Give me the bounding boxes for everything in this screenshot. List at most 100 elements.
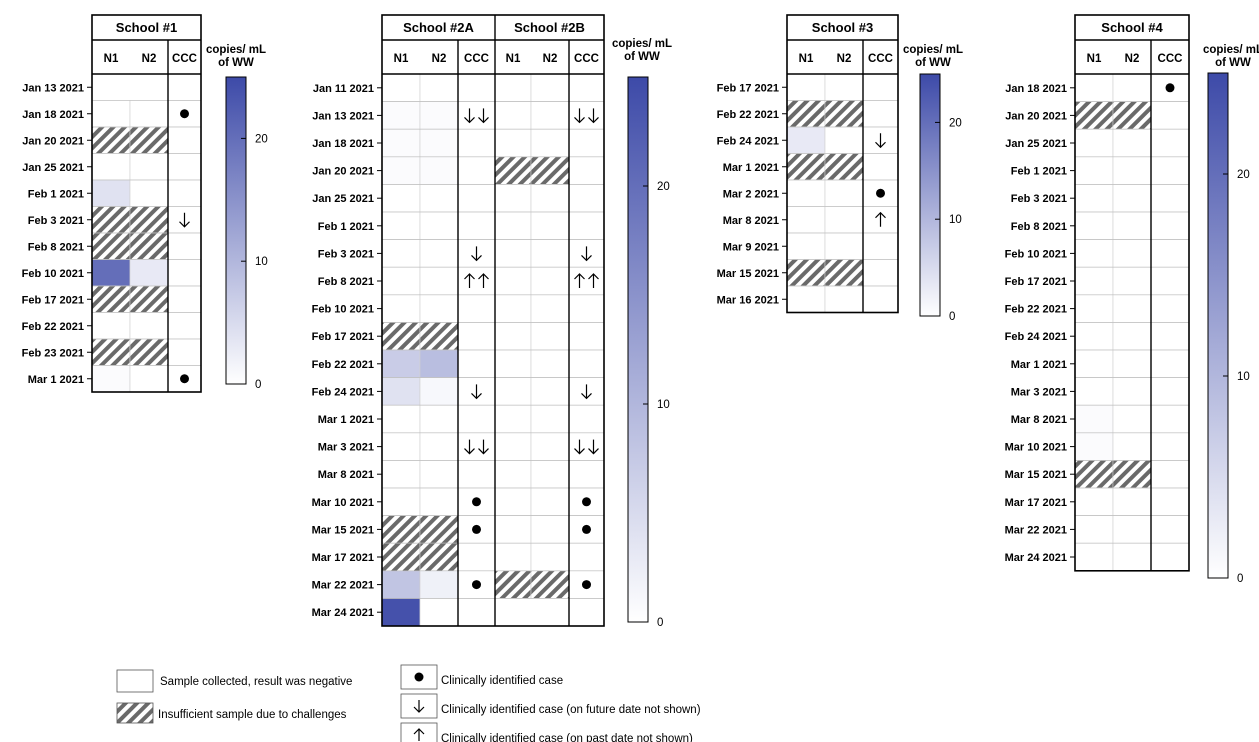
column-header: N1 [799,53,814,65]
insufficient-cell [129,126,169,154]
colorbar [919,73,941,317]
date-label: Feb 8 2021 [1011,221,1067,233]
case-dot-icon [876,188,885,198]
data-cell [1112,156,1152,185]
ccc-cell [457,184,496,213]
data-cell [129,312,169,340]
date-label: Mar 8 2021 [318,469,374,481]
data-cell [494,184,532,213]
data-cell [1112,404,1152,434]
date-label: Mar 24 2021 [1005,552,1067,564]
colorbar-tick-label: 10 [949,214,962,226]
data-cell [129,259,169,287]
data-cell [381,460,421,489]
data-cell [494,322,532,351]
down-arrow-icon [478,108,489,124]
legend-insufficient-swatch [116,702,154,724]
ccc-cell [568,266,605,296]
colorbar-tick-label: 10 [1237,371,1250,383]
insufficient-cell [381,542,421,572]
ccc-cell [1150,515,1190,544]
date-label: Feb 23 2021 [22,347,84,359]
chart-title: School #3 [812,20,873,35]
ccc-cell [568,294,605,323]
colorbar-tick-label: 20 [1237,169,1250,181]
data-cell [1112,377,1152,406]
down-arrow-icon [471,246,482,262]
insufficient-cell [129,232,169,260]
date-label: Mar 24 2021 [312,607,374,619]
colorbar [1207,72,1229,579]
ccc-cell [1150,294,1190,323]
data-cell [494,239,532,268]
data-cell [1074,515,1114,544]
ccc-cell [457,156,496,185]
up-arrow-icon [875,211,886,227]
ccc-cell [862,100,899,128]
legend-down-arrow-icon [413,700,425,713]
date-label: Jan 13 2021 [312,110,374,122]
data-cell [530,211,570,240]
date-label: Feb 22 2021 [1005,304,1067,316]
date-label: Feb 3 2021 [28,215,84,227]
colorbar-tick-label: 0 [657,617,663,629]
ccc-cell [1150,184,1190,213]
date-label: Feb 24 2021 [1005,331,1067,343]
date-label: Feb 1 2021 [1011,166,1067,178]
legend-case-label: Clinically identified case [441,675,563,687]
data-cell [91,179,131,207]
case-dot-icon [582,497,591,507]
column-header: N1 [506,53,521,65]
arrow-head [471,392,482,400]
data-cell [1112,128,1152,158]
date-label: Mar 16 2021 [717,294,779,306]
data-cell [91,365,131,393]
down-arrow-icon [471,384,482,400]
arrow-head [471,254,482,262]
colorbar-tick-label: 20 [255,133,268,145]
ccc-cell [568,101,605,130]
data-cell [419,404,459,434]
data-cell [530,239,570,268]
date-label: Mar 15 2021 [1005,469,1067,481]
down-arrow-icon [464,439,475,455]
ccc-cell [167,153,202,181]
date-label: Feb 22 2021 [312,359,374,371]
data-cell [494,73,532,102]
data-cell [1112,349,1152,378]
data-cell [530,266,570,296]
ccc-cell [1150,377,1190,406]
data-cell [129,179,169,207]
ccc-cell [457,73,496,102]
date-label: Feb 8 2021 [28,241,84,253]
date-label: Mar 8 2021 [1011,414,1067,426]
legend-negative-swatch [116,669,154,693]
ccc-cell [568,349,605,378]
data-cell [419,239,459,268]
data-cell [1112,515,1152,544]
data-cell [381,598,421,627]
data-cell [1074,404,1114,434]
data-cell [786,232,826,260]
case-dot-icon [582,580,591,590]
date-label: Mar 9 2021 [723,241,779,253]
ccc-cell [457,598,496,627]
data-cell [381,156,421,185]
data-cell [1074,266,1114,296]
arrow-head [478,273,489,280]
data-cell [419,460,459,489]
data-cell [786,126,826,154]
data-cell [1074,542,1114,572]
colorbar-title: copies/ mL [612,38,672,50]
data-cell [824,232,864,260]
arrow-head [478,448,489,455]
data-cell [530,432,570,461]
date-label: Jan 11 2021 [313,83,374,95]
table-border [91,14,202,393]
data-cell [381,349,421,378]
group-title: School #2A [403,20,474,35]
data-cell [1074,184,1114,213]
ccc-cell [862,73,899,101]
data-cell [1074,349,1114,378]
date-label: Mar 1 2021 [723,162,779,174]
